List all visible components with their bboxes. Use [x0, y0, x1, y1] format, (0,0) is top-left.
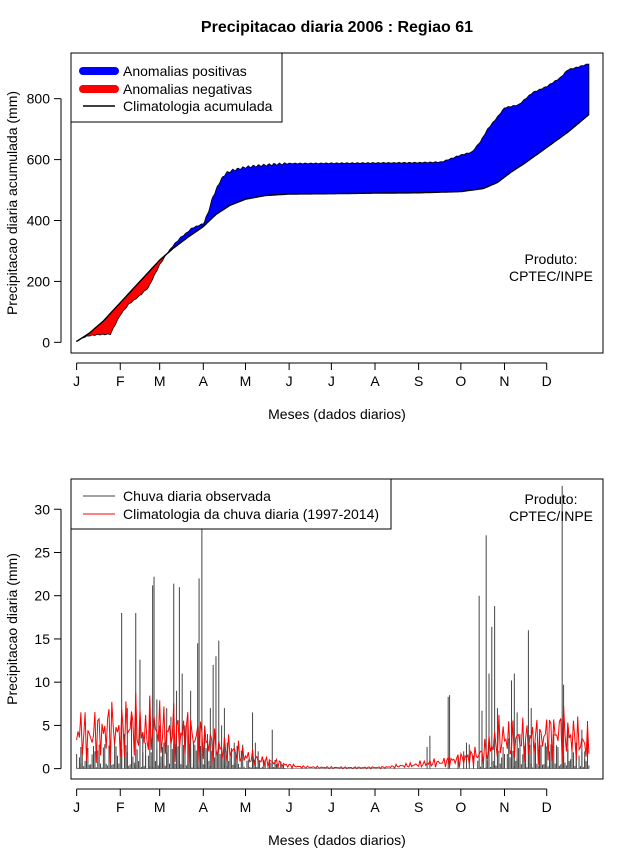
accumulated-plot-area — [76, 63, 590, 343]
daily-product-label: Produto: — [525, 491, 578, 507]
chart-title: Precipitacao diaria 2006 : Regiao 61 — [201, 19, 473, 36]
daily-x-axis-label: Meses (dados diarios) — [268, 832, 406, 848]
daily-y-tick-label: 30 — [34, 501, 50, 517]
daily-axes: J F M A M J J A S O N D 0 5 10 15 20 25 30 — [34, 501, 551, 815]
daily-y-tick-label: 5 — [42, 717, 50, 733]
accumulated-axes: J F M A M J J A S O N D 0 200 400 600 800 — [27, 91, 552, 389]
accumulated-x-tick-label: F — [116, 373, 125, 389]
daily-x-tick-label: M — [240, 799, 252, 815]
legend-negative-label: Anomalias negativas — [123, 81, 252, 97]
accumulated-x-tick-label: M — [240, 373, 252, 389]
daily-x-tick-label: F — [116, 799, 125, 815]
legend-daily-climatology-label: Climatologia da chuva diaria (1997-2014) — [123, 506, 379, 522]
accumulated-y-axis-label: Precipitacao diaria acumulada (mm) — [4, 91, 20, 315]
climatology-accumulated-line — [76, 113, 590, 342]
accumulated-product-label: Produto: — [525, 251, 578, 267]
daily-x-tick-label: D — [542, 799, 552, 815]
accumulated-x-tick-label: S — [414, 373, 423, 389]
accumulated-x-tick-label: J — [328, 373, 335, 389]
daily-x-tick-label: J — [328, 799, 335, 815]
accumulated-y-tick-label: 400 — [27, 213, 51, 229]
accumulated-product-source: CPTEC/INPE — [509, 268, 593, 284]
daily-y-tick-label: 10 — [34, 674, 50, 690]
accumulated-x-tick-label: J — [286, 373, 293, 389]
daily-y-tick-label: 15 — [34, 631, 50, 647]
daily-y-tick-label: 25 — [34, 544, 50, 560]
daily-plot-area — [76, 485, 590, 770]
accumulated-chart: J F M A M J J A S O N D 0 200 400 600 800 Precipitacao d… — [4, 52, 604, 422]
daily-y-tick-label: 0 — [42, 761, 50, 777]
daily-chart: J F M A M J J A S O N D 0 5 10 15 20 25 30 Precipitacao di… — [4, 478, 604, 848]
daily-x-tick-label: O — [455, 799, 466, 815]
accumulated-x-tick-label: D — [542, 373, 552, 389]
accumulated-x-tick-label: O — [455, 373, 466, 389]
accumulated-x-tick-label: J — [73, 373, 80, 389]
accumulated-legend: Anomalias positivas Anomalias negativas … — [70, 52, 283, 123]
accumulated-y-tick-label: 600 — [27, 152, 51, 168]
accumulated-x-tick-label: M — [154, 373, 166, 389]
accumulated-x-axis-label: Meses (dados diarios) — [268, 406, 406, 422]
daily-x-tick-label: J — [286, 799, 293, 815]
accumulated-y-tick-label: 800 — [27, 91, 51, 107]
accumulated-x-tick-label: N — [499, 373, 509, 389]
daily-x-tick-label: A — [199, 799, 209, 815]
accumulated-plot-frame — [70, 52, 604, 354]
accumulated-x-tick-label: A — [370, 373, 380, 389]
accumulated-y-tick-label: 0 — [42, 334, 50, 350]
daily-x-tick-label: S — [414, 799, 423, 815]
legend-positive-label: Anomalias positivas — [123, 63, 247, 79]
daily-x-tick-label: J — [73, 799, 80, 815]
daily-product-source: CPTEC/INPE — [509, 508, 593, 524]
legend-climatology-label: Climatologia acumulada — [123, 98, 273, 114]
daily-y-axis-label: Precipitacao diaria (mm) — [4, 553, 20, 705]
daily-x-tick-label: N — [499, 799, 509, 815]
accumulated-y-tick-label: 200 — [27, 273, 51, 289]
daily-legend: Chuva diaria observada Climatologia da c… — [70, 478, 392, 530]
accumulated-x-tick-label: A — [199, 373, 209, 389]
daily-legend-box — [70, 478, 392, 530]
daily-x-tick-label: M — [154, 799, 166, 815]
daily-y-tick-label: 20 — [34, 588, 50, 604]
daily-x-tick-label: A — [370, 799, 380, 815]
daily-climatology-line — [76, 692, 590, 770]
legend-observed-label: Chuva diaria observada — [123, 488, 271, 504]
